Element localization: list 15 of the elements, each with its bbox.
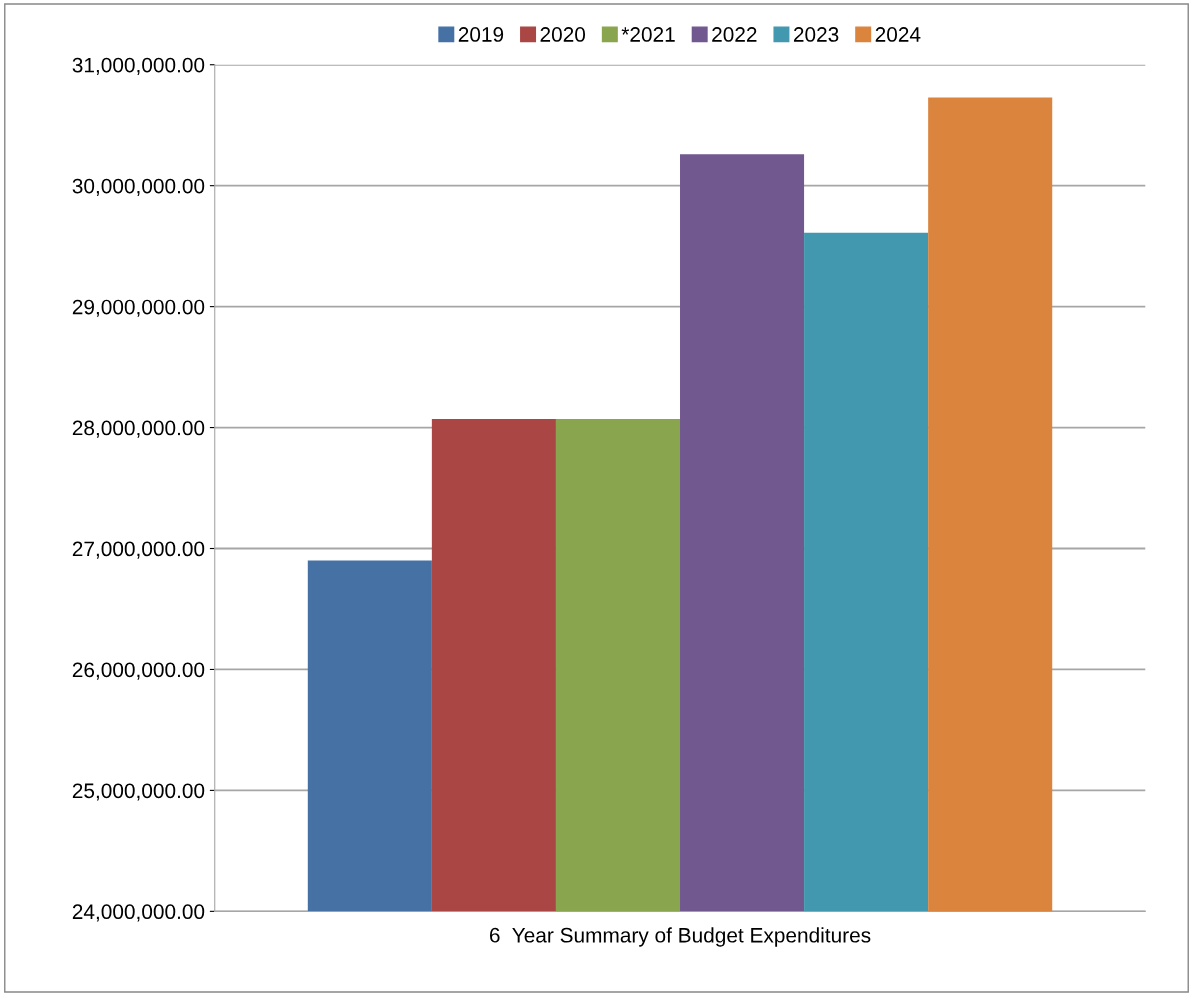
y-tick-label: 24,000,000.00 — [72, 904, 205, 922]
legend-label: *2021 — [621, 27, 675, 42]
legend-label: 2020 — [540, 27, 586, 42]
y-tick-label: 25,000,000.00 — [72, 783, 205, 801]
y-tick-label: 31,000,000.00 — [72, 57, 205, 75]
y-tick-label: 29,000,000.00 — [72, 299, 205, 317]
y-tick-label: 26,000,000.00 — [72, 662, 205, 680]
legend-label: 2024 — [875, 27, 921, 42]
y-tick-label: 30,000,000.00 — [72, 178, 205, 196]
x-axis-title: 6 Year Summary of Budget Expenditures — [489, 927, 871, 947]
legend-label: 2023 — [793, 27, 839, 42]
legend-label: 2019 — [458, 27, 504, 42]
y-tick-label: 28,000,000.00 — [72, 420, 205, 438]
y-tick-label: 27,000,000.00 — [72, 541, 205, 559]
legend-label: 2022 — [712, 27, 757, 42]
